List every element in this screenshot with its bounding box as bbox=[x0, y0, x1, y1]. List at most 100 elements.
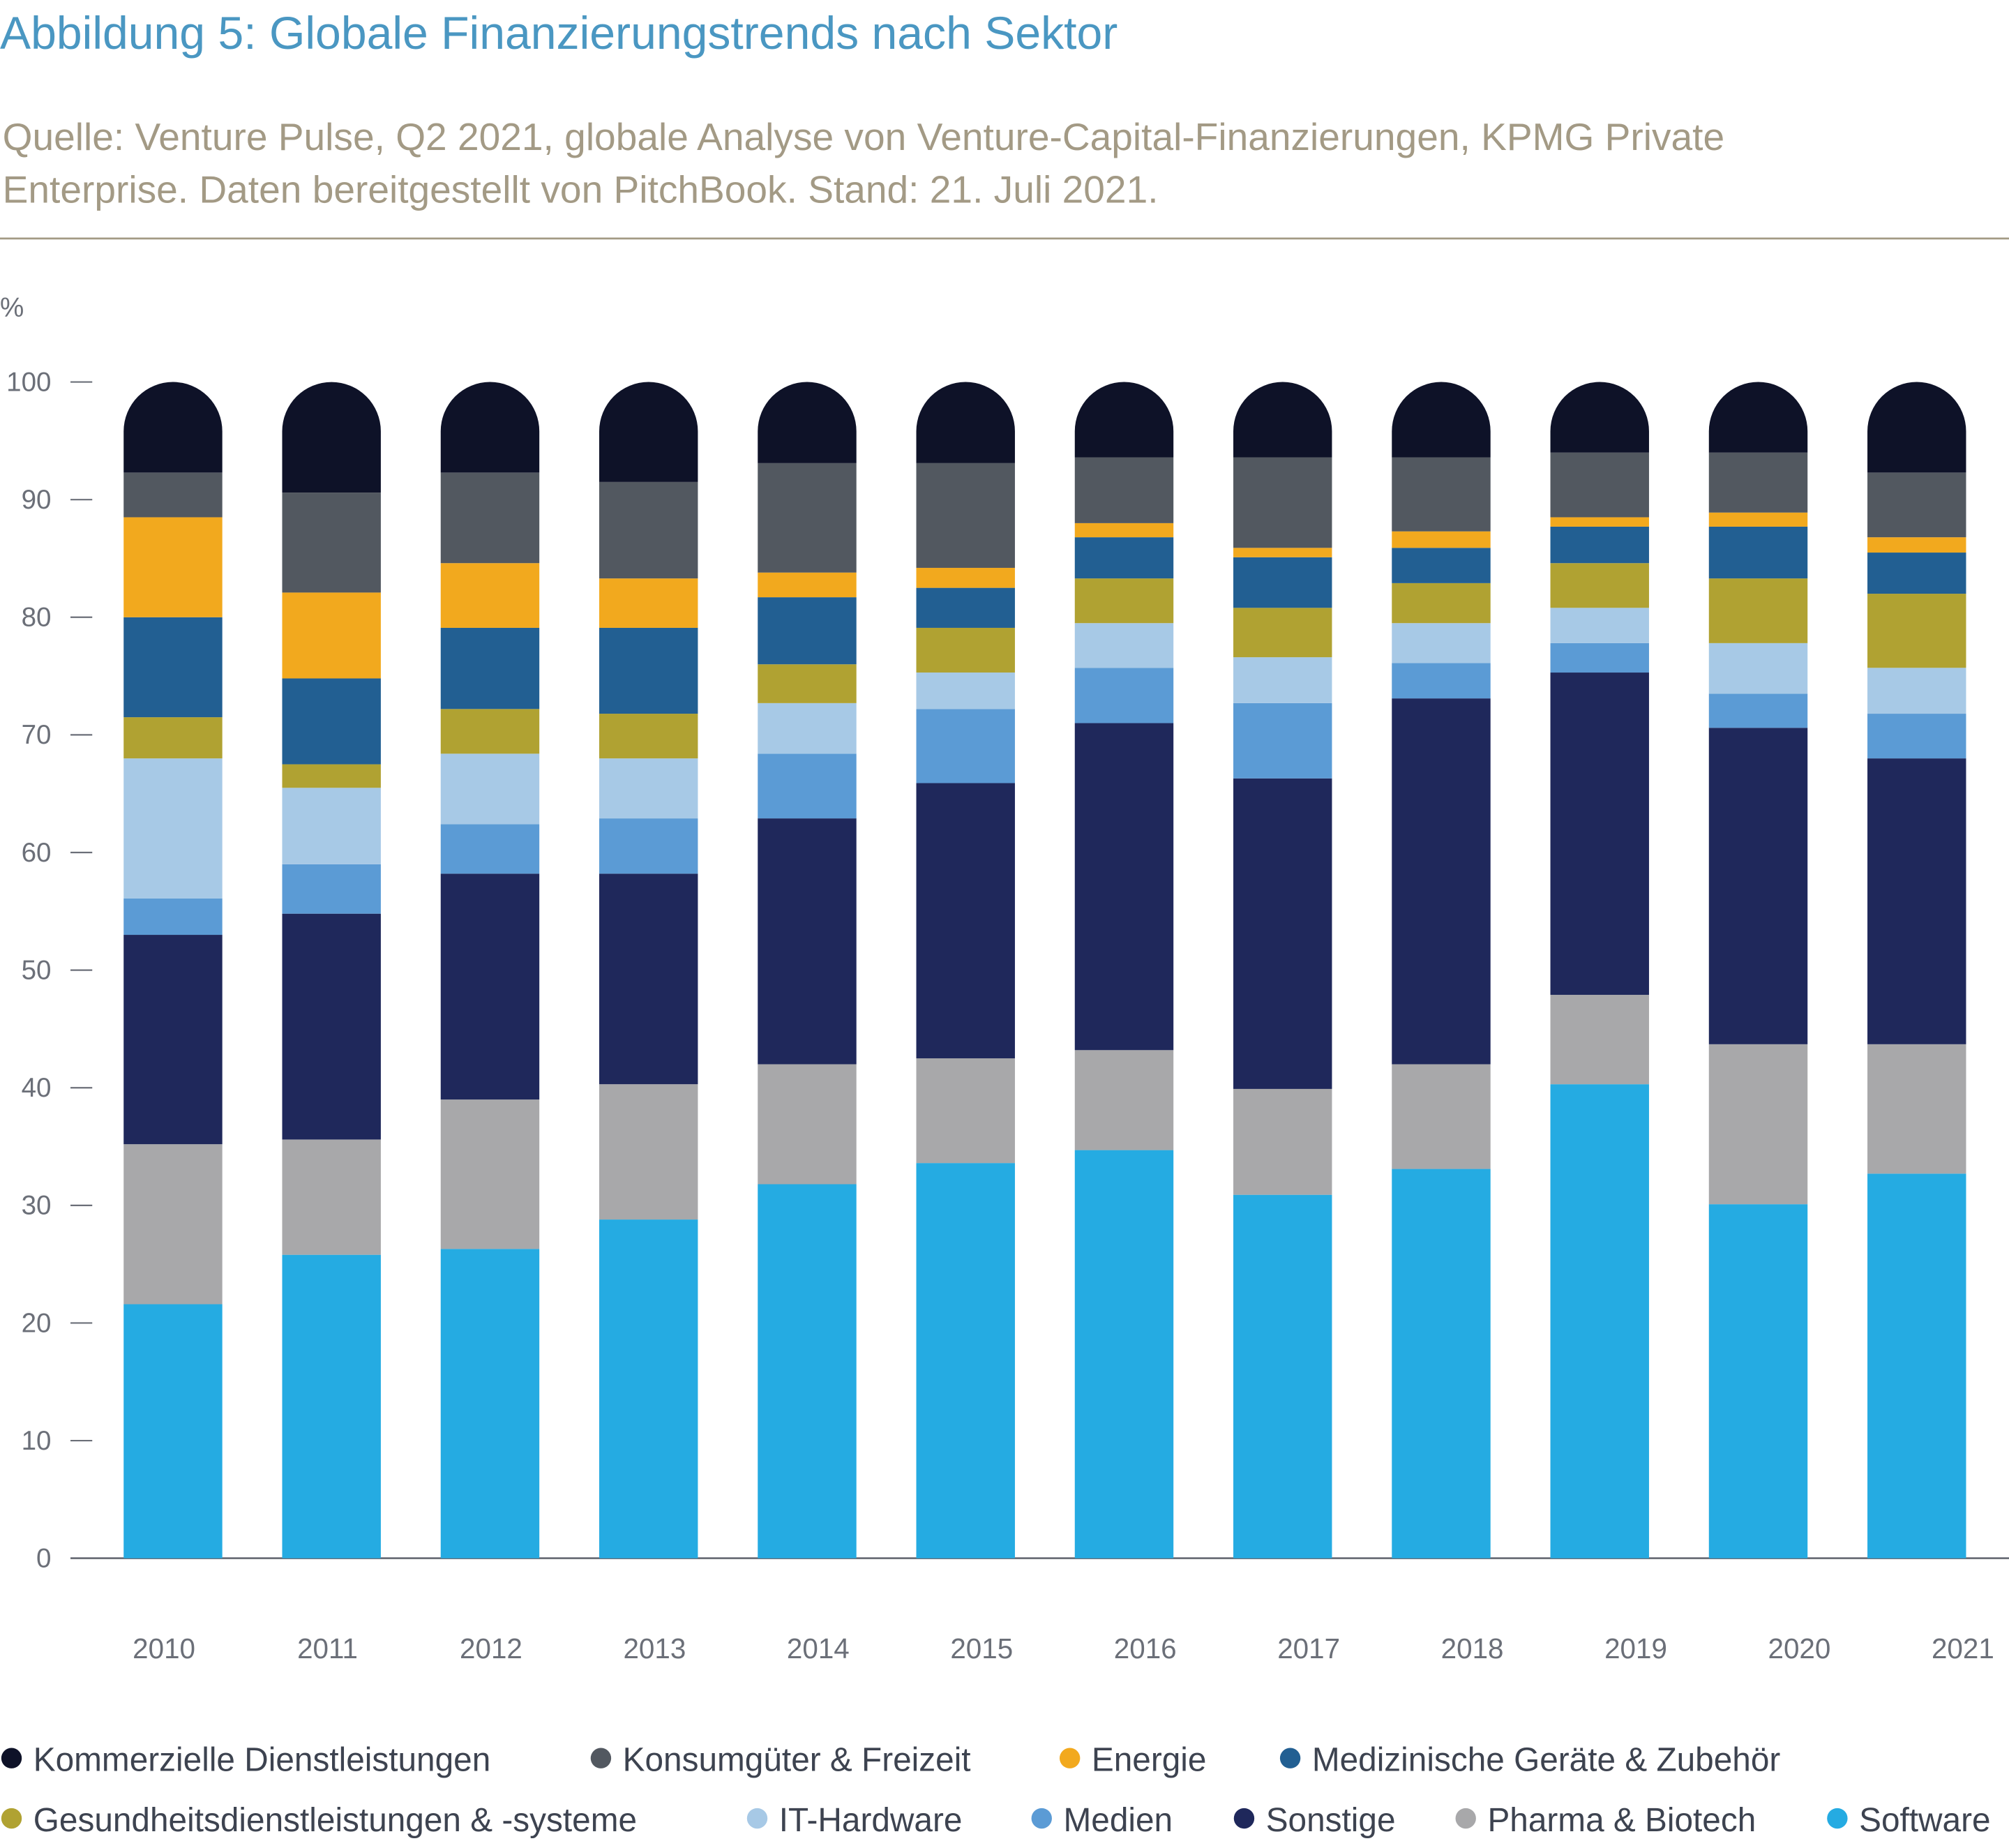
bar-segment-gesundheitsdienstleistungen-systeme bbox=[123, 717, 223, 759]
bar-segment-kommerzielle-dienstleistungen bbox=[1392, 382, 1491, 458]
bar-segment-gesundheitsdienstleistungen-systeme bbox=[1392, 583, 1491, 624]
bar-segment-pharma-biotech bbox=[440, 1099, 540, 1249]
legend: Kommerzielle Dienstleistungen Konsumgüter… bbox=[1, 1742, 1991, 1839]
x-tick-label: 2021 bbox=[1932, 1632, 1994, 1665]
bar-segment-medizinische-geräte-zubehör bbox=[599, 627, 698, 714]
bar-segment-gesundheitsdienstleistungen-systeme bbox=[758, 664, 857, 703]
x-tick-label: 2016 bbox=[1114, 1632, 1177, 1665]
x-axis: 2010 2011 2012 2013 2014 2015 2016 2017 2018 2019… bbox=[133, 1632, 1994, 1665]
bar-segment-it-hardware bbox=[282, 788, 381, 864]
bar-segment-medien bbox=[916, 709, 1015, 783]
bar-segment-sonstige bbox=[1074, 723, 1174, 1051]
legend-swatch-icon bbox=[1059, 1748, 1081, 1768]
bar-segment-software bbox=[282, 1254, 381, 1558]
bar-segment-kommerzielle-dienstleistungen bbox=[282, 382, 381, 493]
bar-segment-konsumgüter-freizeit bbox=[1233, 457, 1332, 548]
bar-segment-it-hardware bbox=[758, 703, 857, 754]
bar-segment-software bbox=[916, 1163, 1015, 1558]
legend-swatch-icon bbox=[746, 1808, 768, 1829]
bar-segment-konsumgüter-freizeit bbox=[440, 472, 540, 564]
bar-segment-pharma-biotech bbox=[1708, 1044, 1808, 1205]
bar-segment-pharma-biotech bbox=[123, 1144, 223, 1305]
bar-segment-medizinische-geräte-zubehör bbox=[440, 627, 540, 709]
bar-segment-sonstige bbox=[758, 818, 857, 1065]
legend-item: Medien bbox=[1031, 1802, 1173, 1839]
legend-label: Medizinische Geräte & Zubehör bbox=[1312, 1742, 1781, 1779]
bar-segment-it-hardware bbox=[440, 753, 540, 825]
bar-segment-medien bbox=[282, 864, 381, 914]
x-tick-label: 2019 bbox=[1604, 1632, 1667, 1665]
bar-segment-gesundheitsdienstleistungen-systeme bbox=[1708, 578, 1808, 643]
x-tick-label: 2013 bbox=[623, 1632, 686, 1665]
bar-segment-konsumgüter-freizeit bbox=[282, 493, 381, 593]
bar-segment-gesundheitsdienstleistungen-systeme bbox=[1867, 594, 1966, 668]
bar-segment-pharma-biotech bbox=[1074, 1050, 1174, 1150]
bar-2011 bbox=[282, 382, 381, 1558]
bar-2013 bbox=[599, 382, 698, 1558]
bar-segment-kommerzielle-dienstleistungen bbox=[599, 382, 698, 482]
bar-segment-gesundheitsdienstleistungen-systeme bbox=[1233, 608, 1332, 658]
bar-2014 bbox=[758, 382, 857, 1558]
bar-segment-it-hardware bbox=[1550, 608, 1649, 643]
legend-label: Gesundheitsdienstleistungen & -systeme bbox=[33, 1802, 637, 1839]
y-tick-label: 30 bbox=[22, 1191, 52, 1221]
y-tick-label: 80 bbox=[22, 603, 52, 633]
legend-item: Sonstige bbox=[1233, 1802, 1396, 1839]
bar-segment-pharma-biotech bbox=[1550, 995, 1649, 1085]
bar-segment-medizinische-geräte-zubehör bbox=[1074, 537, 1174, 579]
bar-segment-kommerzielle-dienstleistungen bbox=[916, 382, 1015, 463]
legend-swatch-icon bbox=[1, 1808, 22, 1829]
bar-2010 bbox=[123, 382, 223, 1558]
y-tick-label: 60 bbox=[22, 838, 52, 868]
bar-segment-pharma-biotech bbox=[599, 1084, 698, 1220]
bar-segment-medien bbox=[1708, 693, 1808, 728]
legend-item: IT-Hardware bbox=[746, 1802, 962, 1839]
bar-segment-konsumgüter-freizeit bbox=[1550, 452, 1649, 518]
bar-segment-energie bbox=[282, 592, 381, 679]
y-tick-label: 50 bbox=[22, 955, 52, 985]
bar-segment-medizinische-geräte-zubehör bbox=[282, 678, 381, 765]
bar-segment-energie bbox=[1708, 512, 1808, 527]
bar-segment-it-hardware bbox=[599, 758, 698, 819]
bar-segment-medien bbox=[599, 818, 698, 874]
legend-swatch-icon bbox=[1031, 1808, 1052, 1829]
bar-segment-energie bbox=[1392, 531, 1491, 548]
bar-segment-sonstige bbox=[1392, 698, 1491, 1065]
legend-swatch-icon bbox=[1, 1748, 22, 1768]
bar-2015 bbox=[916, 382, 1015, 1558]
bar-segment-medizinische-geräte-zubehör bbox=[123, 617, 223, 718]
bar-segment-software bbox=[1233, 1194, 1332, 1558]
bar-segment-software bbox=[1392, 1169, 1491, 1558]
bar-segment-energie bbox=[1074, 523, 1174, 538]
x-tick-label: 2014 bbox=[787, 1632, 850, 1665]
bar-segment-konsumgüter-freizeit bbox=[1708, 452, 1808, 513]
x-tick-label: 2010 bbox=[133, 1632, 195, 1665]
bar-segment-medien bbox=[1867, 714, 1966, 759]
bar-segment-energie bbox=[599, 578, 698, 628]
bar-segment-gesundheitsdienstleistungen-systeme bbox=[1074, 578, 1174, 624]
bar-segment-kommerzielle-dienstleistungen bbox=[1867, 382, 1966, 473]
bar-segment-konsumgüter-freizeit bbox=[916, 463, 1015, 568]
y-tick-label: 40 bbox=[22, 1073, 52, 1103]
bar-segment-software bbox=[1550, 1084, 1649, 1558]
bar-segment-medien bbox=[440, 824, 540, 874]
bar-segment-software bbox=[758, 1184, 857, 1558]
legend-label: Software bbox=[1859, 1802, 1990, 1839]
bar-segment-pharma-biotech bbox=[758, 1064, 857, 1185]
legend-swatch-icon bbox=[590, 1748, 612, 1768]
bars bbox=[123, 382, 1966, 1558]
y-tick-label: 90 bbox=[22, 485, 52, 515]
bar-segment-medien bbox=[123, 898, 223, 936]
chart-title: Abbildung 5: Globale Finanzierungstrends… bbox=[0, 8, 1118, 59]
bar-segment-kommerzielle-dienstleistungen bbox=[440, 382, 540, 473]
y-tick-label: 70 bbox=[22, 720, 52, 750]
bar-2016 bbox=[1074, 382, 1174, 1558]
bar-segment-kommerzielle-dienstleistungen bbox=[1074, 382, 1174, 458]
bar-segment-medizinische-geräte-zubehör bbox=[916, 587, 1015, 628]
legend-swatch-icon bbox=[1279, 1748, 1301, 1768]
y-axis-label: % bbox=[0, 293, 24, 323]
bar-segment-konsumgüter-freizeit bbox=[1867, 472, 1966, 538]
bar-segment-energie bbox=[123, 517, 223, 617]
bar-2019 bbox=[1550, 382, 1649, 1558]
